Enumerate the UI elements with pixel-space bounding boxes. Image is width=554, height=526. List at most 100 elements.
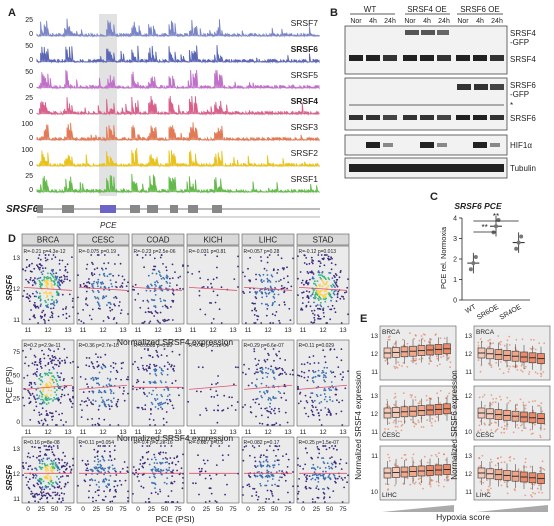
facet-strip [241,233,295,246]
box-jitter-point [442,355,445,358]
row2-ylabel: PCE (PSI) [5,366,14,403]
box-jitter-point [488,423,490,426]
scatter-point [168,398,171,401]
scatter-point [292,373,294,376]
scatter-point [44,257,47,259]
scatter-point [323,297,325,299]
scatter-point [41,279,44,282]
scatter-point [173,365,176,367]
e-ytick-label: 10 [465,429,473,436]
scatter-point [263,280,265,282]
box-jitter-point [477,341,480,344]
box-jitter-point [409,332,411,335]
box-jitter-point [410,396,413,398]
scatter-point [218,308,221,311]
box-jitter-point [394,367,397,370]
scatter-point [308,369,310,372]
scatter-point [112,397,115,400]
scatter-point [320,278,322,280]
scatter-point [71,300,74,302]
scatter-point [309,305,312,308]
x-tick-label: 25 [148,506,156,513]
scatter-point [33,314,36,316]
scatter-point [247,384,250,387]
scatter-point [285,399,287,402]
scatter-point [306,401,309,404]
box-jitter-point [539,436,542,439]
box-jitter-point [525,466,528,468]
scatter-point [272,369,274,372]
box-jitter-point [422,426,425,428]
scatter-point [98,291,100,294]
scatter-point [55,397,58,400]
scatter-point [331,277,334,280]
scatter-point [256,378,258,381]
scatter-point [216,382,219,384]
scatter-point [64,482,67,485]
scatter-point [156,281,159,284]
scatter-point [158,402,161,404]
box-jitter-point [413,359,415,362]
scatter-point [26,455,29,458]
tissue-label: BRCA [476,329,495,336]
scatter-point [312,463,315,466]
scatter-point [325,448,328,451]
scatter-point [51,497,54,500]
x-tick-label: 50 [161,506,169,513]
scatter-point [46,384,49,386]
scatter-point [166,355,168,357]
scatter-point [313,371,315,374]
scatter-point [266,280,269,283]
scatter-point [64,265,67,268]
y-tick-label: 13 [13,255,21,262]
box-jitter-point [538,484,540,486]
scatter-point [278,410,281,413]
scatter-point [53,300,55,303]
scatter-point [311,498,314,500]
gene-model [37,205,320,218]
scatter-point [326,254,328,256]
scatter-point [98,471,101,473]
blot4-label: Tubulin [510,164,536,173]
blot1-label-1: SRSF4 [510,29,536,38]
scatter-point [122,361,124,364]
scatter-point [267,470,270,473]
scatter-point [151,481,153,484]
scatter-point [103,275,106,277]
scatter-point [210,477,212,480]
blot1-label-3: SRSF4 [510,55,536,64]
scatter-point [162,457,165,460]
box-jitter-point [532,491,534,494]
x-tick-label: 13 [229,327,237,334]
scatter-point [267,397,270,399]
scatter-point [101,367,104,370]
scatter-point [318,260,321,263]
scatter-point [187,400,190,403]
chart-c-point [494,224,498,229]
box-jitter-point [532,432,534,435]
x-tick-label: 13 [229,429,237,436]
scatter-point [40,375,42,378]
scatter-point [51,355,54,357]
box-jitter-point [525,365,527,368]
track-label: SRSF4 [291,96,319,106]
scatter-point [215,464,218,466]
scatter-point [42,267,44,270]
hypoxia-wedge [382,505,454,512]
scatter-point [315,487,318,489]
scatter-point [61,388,64,391]
scatter-point [329,293,332,296]
scatter-point [82,309,84,311]
scatter-point [322,312,325,314]
scatter-point [148,392,151,394]
scatter-point [305,263,308,266]
e-left-ylabel: Normalized SRSF4 expression [354,370,363,479]
scatter-point [256,397,259,400]
scatter-point [39,258,42,261]
scatter-point [53,454,56,457]
scatter-point [92,263,94,265]
scatter-point [103,402,106,405]
x-tick-label: 75 [229,506,237,513]
box-jitter-point [533,339,535,341]
x-tick-label: 25 [203,506,211,513]
